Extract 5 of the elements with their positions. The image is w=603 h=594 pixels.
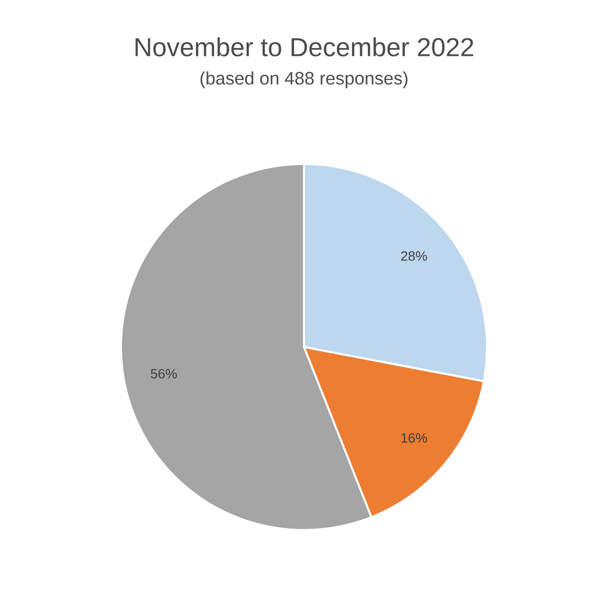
data-label: 56% (150, 368, 177, 379)
chart-title: November to December 2022 (136, 37, 474, 56)
data-label: 28% (401, 251, 428, 261)
data-label: 16% (402, 433, 428, 443)
chart-subtitle: (based on 488 responses) (200, 71, 408, 88)
